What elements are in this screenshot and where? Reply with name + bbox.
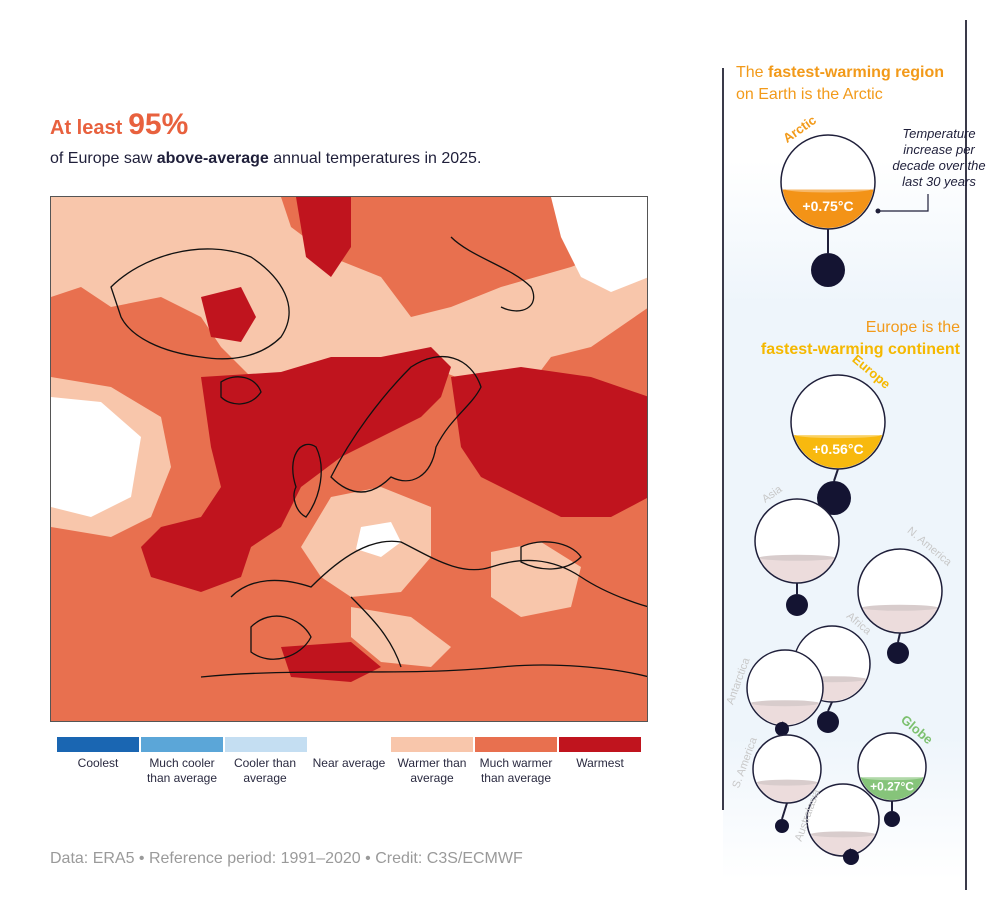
- legend-swatch-much-cooler: [141, 737, 223, 752]
- arctic-title-bold: fastest-warming region: [768, 64, 945, 81]
- europe-title: Europe is the fastest-warming continent: [761, 317, 960, 361]
- coastline-north-africa: [200, 664, 647, 678]
- subheadline-bold: above-average: [156, 150, 269, 167]
- coastline-iberia: [250, 615, 312, 660]
- legend-swatch-warmest: [559, 737, 641, 752]
- legend-swatch-cooler: [225, 737, 307, 752]
- coastline-british-isles: [292, 443, 322, 518]
- coastline-italy: [350, 596, 402, 668]
- europe-title-line2: fastest-warming continent: [760, 341, 960, 358]
- legend-swatch-much-warmer: [475, 737, 557, 752]
- legend-swatch-coolest: [57, 737, 139, 752]
- subheadline: of Europe saw above-average annual tempe…: [50, 150, 481, 168]
- map-zone-warmest-russia: [451, 367, 647, 517]
- map-zone-warmest-greenland: [201, 287, 256, 342]
- temperature-annotation: Temperature increase per decade over the…: [892, 126, 986, 189]
- map-zone-warmer-north: [51, 197, 647, 412]
- temperature-anomaly-map: [50, 196, 648, 722]
- subheadline-prefix: of Europe saw: [50, 150, 157, 167]
- legend-swatch-warmer: [391, 737, 473, 752]
- data-credit: Data: ERA5 • Reference period: 1991–2020…: [50, 850, 523, 867]
- europe-title-line1: Europe is the: [865, 319, 960, 336]
- map-coastlines: [110, 236, 647, 678]
- warming-panel-background: [723, 160, 966, 880]
- headline: At least 95%: [50, 108, 188, 142]
- legend-label-warmer: Warmer than average: [397, 756, 467, 785]
- arctic-title-line2: on Earth is the Arctic: [736, 86, 883, 103]
- arctic-title-plain: The: [736, 64, 769, 81]
- coastline-europe-south: [230, 540, 647, 608]
- map-canvas: [51, 197, 647, 721]
- coastline-greenland: [110, 248, 290, 360]
- legend-label-much-cooler: Much cooler than average: [146, 756, 218, 785]
- map-zone-warmer-balkans: [351, 607, 451, 667]
- coastline-iceland: [220, 376, 262, 405]
- arctic-title: The fastest-warming region on Earth is t…: [736, 62, 944, 106]
- map-zone-near-average-alps: [356, 522, 401, 557]
- map-zone-warmest-svalbard: [296, 197, 351, 277]
- map-zone-near-average-atlantic: [51, 397, 141, 517]
- map-zone-near-average-siberia: [551, 197, 647, 292]
- coastline-scandinavia: [330, 356, 482, 493]
- subheadline-suffix: annual temperatures in 2025.: [268, 150, 482, 167]
- legend-label-warmest: Warmest: [576, 756, 624, 770]
- flask-label-arctic: Arctic: [780, 112, 819, 145]
- headline-percent: 95%: [128, 108, 189, 141]
- legend-label-cooler: Cooler than average: [233, 756, 297, 785]
- legend-label-much-warmer: Much warmer than average: [479, 756, 553, 785]
- legend-swatch-near-average: [309, 737, 391, 752]
- coastline-black-sea: [520, 541, 582, 570]
- headline-lead: At least: [50, 117, 123, 139]
- map-zone-warmest-scandinavia: [141, 347, 451, 592]
- panel-divider-left: [722, 68, 724, 810]
- panel-divider-right: [965, 20, 967, 890]
- coastline-russian-arctic: [450, 236, 535, 312]
- legend-label-coolest: Coolest: [77, 756, 119, 770]
- legend-label-near-average: Near average: [312, 756, 386, 770]
- map-zone-warmer-black-sea: [491, 542, 581, 617]
